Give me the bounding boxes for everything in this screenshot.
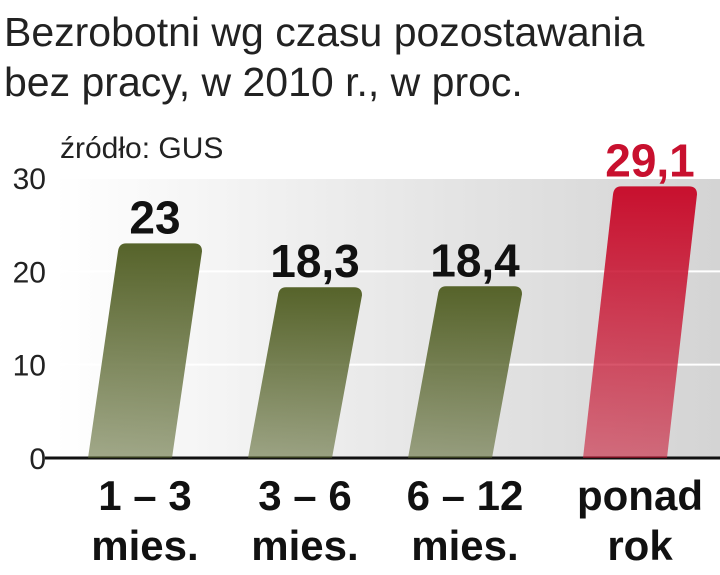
- chart-title: bez pracy, w 2010 r., w proc.: [4, 59, 523, 105]
- bar: [88, 243, 202, 458]
- bar: [408, 286, 522, 458]
- y-tick-label: 30: [13, 163, 46, 196]
- x-tick-label: rok: [607, 522, 673, 569]
- x-tick-label: mies.: [91, 522, 198, 569]
- y-tick-label: 20: [13, 256, 46, 289]
- source: źródło: GUS: [60, 132, 223, 165]
- value-label: 18,4: [430, 234, 520, 286]
- x-tick-label: ponad: [577, 472, 703, 519]
- bar: [583, 186, 697, 458]
- y-tick-label: 10: [13, 350, 46, 383]
- value-label: 23: [129, 191, 180, 243]
- x-tick-label: 3 – 6: [258, 472, 351, 519]
- chart-title: Bezrobotni wg czasu pozostawania: [4, 9, 645, 55]
- y-tick-label: 0: [29, 443, 46, 476]
- value-label: 29,1: [605, 134, 695, 186]
- x-tick-label: mies.: [411, 522, 518, 569]
- x-tick-label: 6 – 12: [407, 472, 524, 519]
- value-label: 18,3: [270, 235, 360, 287]
- x-tick-label: mies.: [251, 522, 358, 569]
- x-tick-label: 1 – 3: [98, 472, 191, 519]
- bar: [248, 287, 362, 458]
